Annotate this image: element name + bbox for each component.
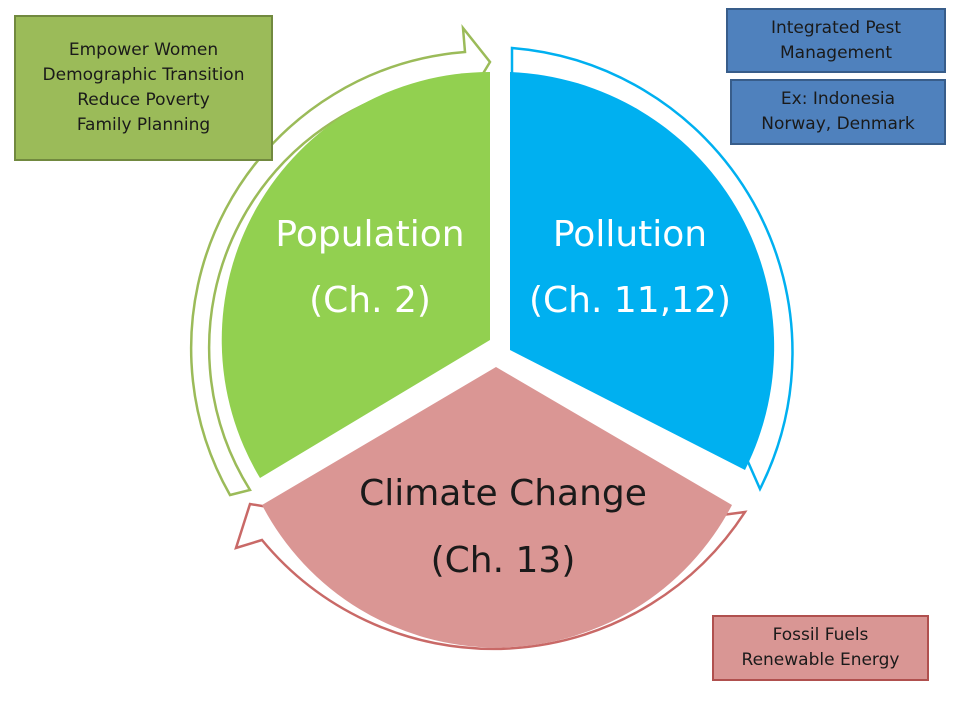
pest-management-note-box: Integrated Pest Management xyxy=(726,8,946,73)
population-note-line: Empower Women xyxy=(68,40,219,60)
example-note-line: Ex: Indonesia xyxy=(780,89,896,109)
pollution-chapter: (Ch. 11,12) xyxy=(529,280,731,321)
climate-note-line: Fossil Fuels xyxy=(772,625,869,645)
population-note-line: Demographic Transition xyxy=(42,65,245,85)
climate-note-line: Renewable Energy xyxy=(741,650,900,670)
pest-note-line: Integrated Pest xyxy=(770,17,902,38)
population-note-line: Reduce Poverty xyxy=(77,90,210,110)
climate-segment xyxy=(262,367,732,648)
pollution-example-note-box: Ex: Indonesia Norway, Denmark xyxy=(730,79,946,145)
pollution-segment xyxy=(510,72,775,470)
population-segment xyxy=(221,71,491,478)
climate-chapter: (Ch. 13) xyxy=(431,540,576,581)
population-note-line: Family Planning xyxy=(76,115,211,135)
population-note-box: Empower Women Demographic Transition Red… xyxy=(14,15,273,161)
climate-note-box: Fossil Fuels Renewable Energy xyxy=(712,615,929,681)
population-label: Population xyxy=(275,214,464,255)
climate-label: Climate Change xyxy=(359,473,647,514)
pollution-label: Pollution xyxy=(553,214,707,255)
population-chapter: (Ch. 2) xyxy=(309,280,431,321)
pest-note-line: Management xyxy=(780,42,892,63)
example-note-line: Norway, Denmark xyxy=(761,114,915,134)
